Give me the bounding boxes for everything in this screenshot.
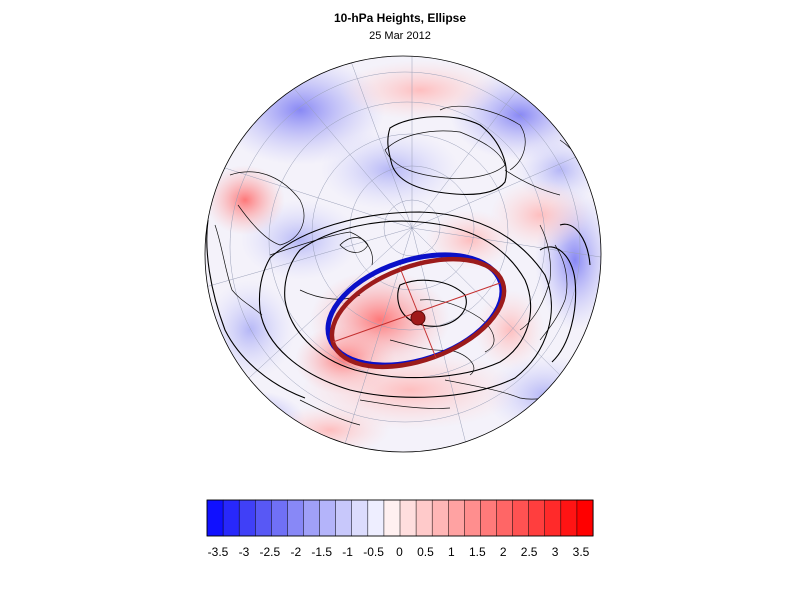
- colorbar-tick-label: -3: [239, 545, 250, 559]
- colorbar-swatch: [303, 499, 321, 537]
- vortex-center-marker: [410, 310, 426, 326]
- colorbar-swatch: [222, 499, 240, 537]
- colorbar-tick-label: 3.5: [573, 545, 590, 559]
- colorbar-swatch: [512, 499, 530, 537]
- colorbar-swatch: [544, 499, 562, 537]
- colorbar-swatch: [415, 499, 433, 537]
- colorbar-tick-label: 3: [552, 545, 559, 559]
- colorbar-swatch: [576, 499, 594, 537]
- colorbar-tick-label: -1: [342, 545, 353, 559]
- colorbar-swatch: [383, 499, 401, 537]
- colorbar-tick-label: 2.5: [521, 545, 538, 559]
- colorbar-tick-label: 1: [448, 545, 455, 559]
- colorbar-tick-label: -2: [290, 545, 301, 559]
- polar-stereographic-map: [204, 55, 602, 453]
- colorbar-swatch: [287, 499, 305, 537]
- colorbar-swatch: [464, 499, 481, 537]
- colorbar-tick-label: -1.5: [311, 545, 332, 559]
- colorbar-tick-label: -2.5: [260, 545, 281, 559]
- colorbar-tick-label: 0.5: [417, 545, 434, 559]
- colorbar-swatch: [319, 499, 337, 537]
- colorbar-swatch: [367, 499, 385, 537]
- height-contours: [206, 116, 591, 399]
- colorbar-frame: [206, 499, 594, 537]
- colorbar-swatch: [238, 499, 256, 537]
- colorbar-swatch: [399, 499, 417, 537]
- colorbar-swatch: [431, 499, 449, 537]
- colorbar-tick-label: -0.5: [363, 545, 384, 559]
- globe-outline: [204, 55, 602, 453]
- map-title: 10-hPa Heights, Ellipse: [333, 11, 467, 25]
- colorbar-swatch: [351, 499, 369, 537]
- colorbar-swatch: [528, 499, 546, 537]
- map-date: 25 Mar 2012: [369, 30, 431, 42]
- colorbar-swatch: [271, 499, 288, 537]
- red-ellipse: [329, 256, 507, 370]
- colorbar-tick-label: 0: [396, 545, 403, 559]
- colorbar-tick-label: 2: [500, 545, 507, 559]
- colorbar-tick-label: 1.5: [469, 545, 486, 559]
- colorbar-swatch: [206, 499, 224, 537]
- colorbar-swatch: [255, 499, 272, 537]
- colorbar-swatch: [496, 499, 514, 537]
- colorbar-swatch: [480, 499, 498, 537]
- colorbar-tick-label: -3.5: [208, 545, 229, 559]
- colorbar-swatch: [335, 499, 353, 537]
- colorbar-swatch: [560, 499, 578, 537]
- vortex-ellipses: [325, 252, 507, 370]
- colorbar-swatch: [448, 499, 465, 537]
